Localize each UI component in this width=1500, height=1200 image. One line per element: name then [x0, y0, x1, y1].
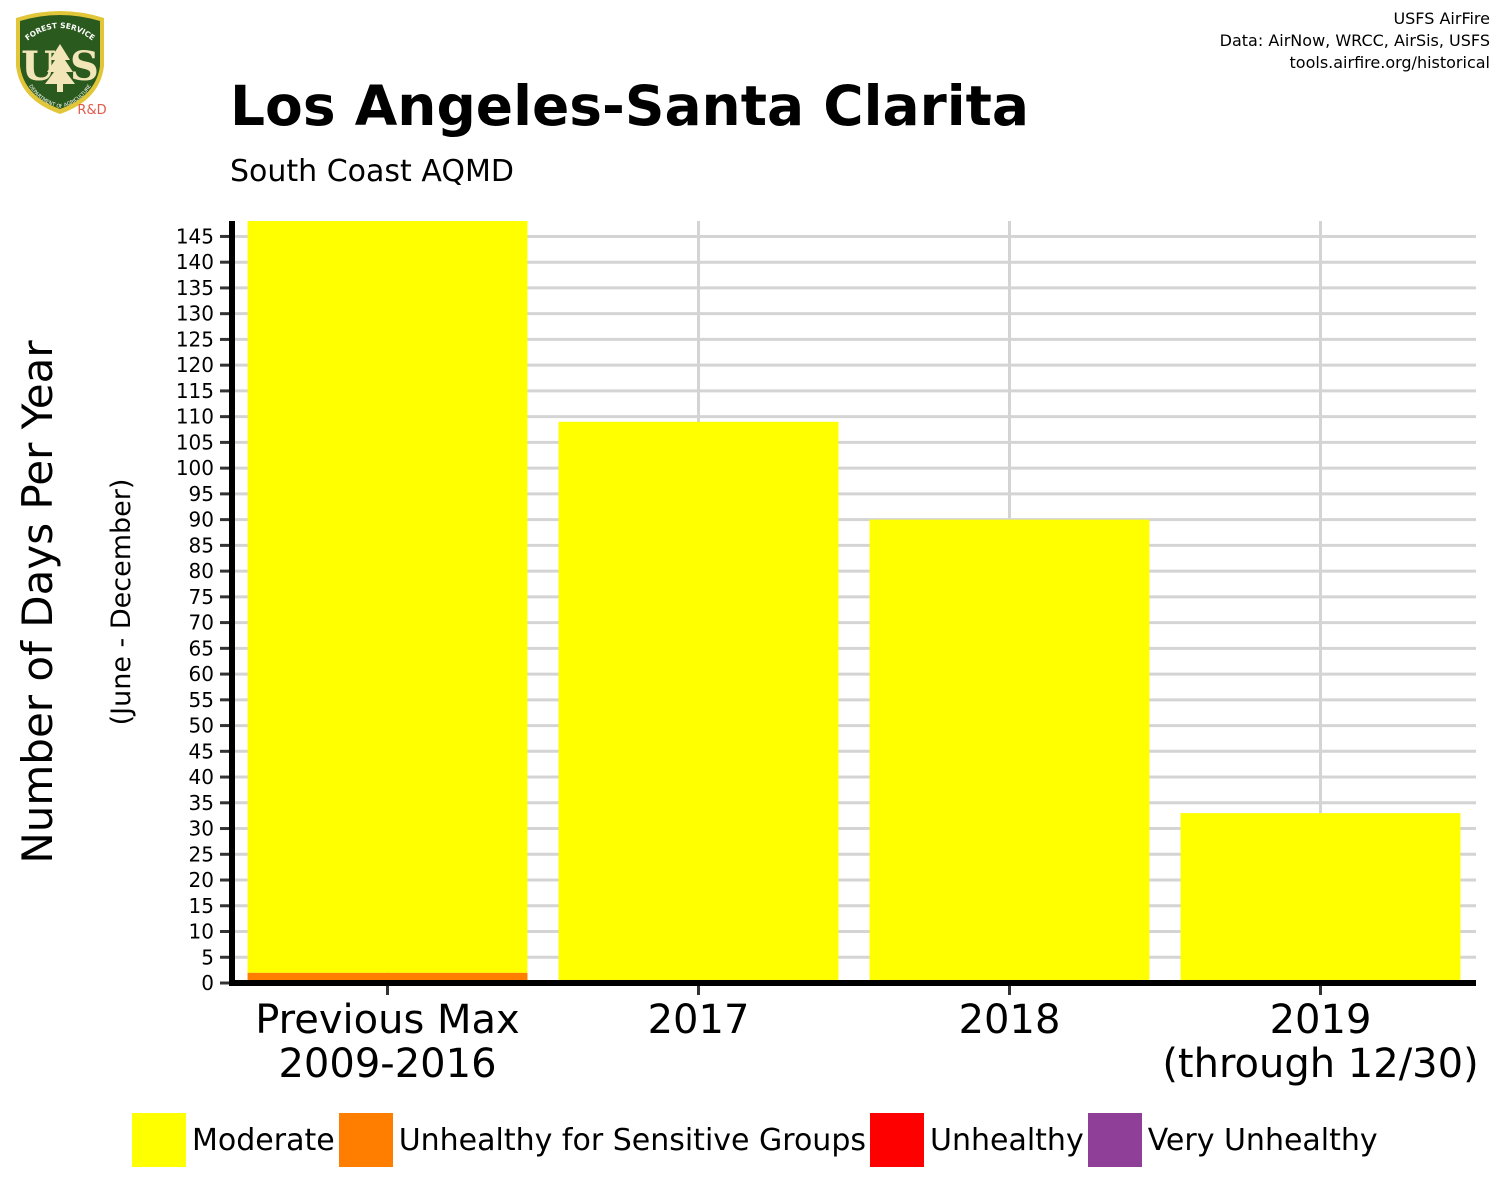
legend-swatch-moderate: [132, 1113, 186, 1167]
y-tick-label-105: 105: [176, 430, 214, 454]
legend-item-very-unhealthy: Very Unhealthy: [1087, 1113, 1378, 1167]
y-tick-label-55: 55: [189, 688, 214, 712]
x-tick-label-3: 2019 (through 12/30): [1162, 997, 1478, 1087]
y-tick-label-0: 0: [201, 971, 214, 995]
legend: Moderate Unhealthy for Sensitive Groups Un…: [132, 1112, 1382, 1168]
y-tick-label-60: 60: [189, 662, 214, 686]
y-tick-label-10: 10: [189, 920, 214, 944]
y-tick-label-15: 15: [189, 894, 214, 918]
bars: [247, 221, 1461, 983]
legend-label-unhealthy: Unhealthy: [930, 1122, 1084, 1158]
y-tick-label-5: 5: [201, 945, 214, 969]
x-tick-label-line: 2019: [1270, 997, 1372, 1043]
y-tick-label-100: 100: [176, 456, 214, 480]
y-tick-label-45: 45: [189, 739, 214, 763]
tree-icon: [45, 44, 75, 84]
x-tick-label-1: 2017: [648, 997, 750, 1043]
y-tick-label-145: 145: [176, 224, 214, 248]
y-tick-label-90: 90: [189, 508, 214, 532]
y-tick-label-110: 110: [176, 405, 214, 429]
legend-label-unhealthy-for-sensitive-groups: Unhealthy for Sensitive Groups: [398, 1122, 866, 1158]
y-tick-label-125: 125: [176, 327, 214, 351]
y-tick-label-65: 65: [189, 636, 214, 660]
y-tick-label-30: 30: [189, 817, 214, 841]
usfs-shield-logo: FOREST SERVICE U S DEPARTMENT OF AGRICUL…: [16, 11, 107, 118]
y-tick-label-50: 50: [189, 714, 214, 738]
legend-item-unhealthy: Unhealthy: [870, 1113, 1084, 1167]
credit-line-2: Data: AirNow, WRCC, AirSis, USFS: [1219, 31, 1490, 50]
y-tick-label-75: 75: [189, 585, 214, 609]
legend-swatch-very-unhealthy: [1087, 1113, 1142, 1167]
bar-moderate-1: [558, 421, 839, 983]
y-tick-label-130: 130: [176, 302, 214, 326]
x-tick-label-line: Previous Max: [255, 997, 519, 1043]
x-tick-label-line: 2018: [959, 997, 1061, 1043]
axes: 0510152025303540455055606570758085909510…: [176, 221, 1479, 1087]
y-tick-label-115: 115: [176, 379, 214, 403]
y-tick-label-135: 135: [176, 276, 214, 300]
x-tick-label-2: 2018: [959, 997, 1061, 1043]
y-tick-label-35: 35: [189, 791, 214, 815]
legend-swatch-unhealthy: [870, 1113, 924, 1167]
legend-label-moderate: Moderate: [192, 1122, 335, 1158]
y-tick-label-25: 25: [189, 842, 214, 866]
bar-moderate-3: [1180, 813, 1461, 983]
credit-line-3: tools.airfire.org/historical: [1289, 53, 1490, 72]
bar-moderate-2: [869, 519, 1150, 983]
credits: USFS AirFire Data: AirNow, WRCC, AirSis,…: [1220, 8, 1490, 74]
chart-title: Los Angeles-Santa Clarita: [230, 74, 1029, 138]
legend-swatch-unhealthy-for-sensitive-groups: [338, 1113, 393, 1167]
y-tick-label-120: 120: [176, 353, 214, 377]
bar-moderate-0: [247, 221, 528, 973]
y-tick-label-20: 20: [189, 868, 214, 892]
legend-label-very-unhealthy: Very Unhealthy: [1147, 1122, 1378, 1158]
x-tick-label-line: 2009-2016: [278, 1041, 496, 1087]
y-tick-label-40: 40: [189, 765, 214, 789]
chart-subtitle: South Coast AQMD: [230, 154, 514, 189]
credit-line-1: USFS AirFire: [1393, 9, 1490, 28]
x-tick-label-line: 2017: [648, 997, 750, 1043]
y-axis-sublabel: (June - December): [106, 479, 137, 726]
bar-unhealthy-for-sensitive-groups-0: [247, 972, 528, 983]
y-tick-label-85: 85: [189, 533, 214, 557]
legend-item-unhealthy-for-sensitive-groups: Unhealthy for Sensitive Groups: [338, 1113, 866, 1167]
legend-item-moderate: Moderate: [132, 1113, 335, 1167]
x-tick-label-line: (through 12/30): [1162, 1041, 1478, 1087]
y-tick-label-70: 70: [189, 611, 214, 635]
y-tick-label-80: 80: [189, 559, 214, 583]
y-tick-label-95: 95: [189, 482, 214, 506]
x-tick-label-0: Previous Max 2009-2016: [255, 997, 519, 1087]
y-tick-label-140: 140: [176, 250, 214, 274]
y-axis-label: Number of Days Per Year: [13, 340, 62, 864]
logo-rd-text: R&D: [77, 103, 106, 118]
